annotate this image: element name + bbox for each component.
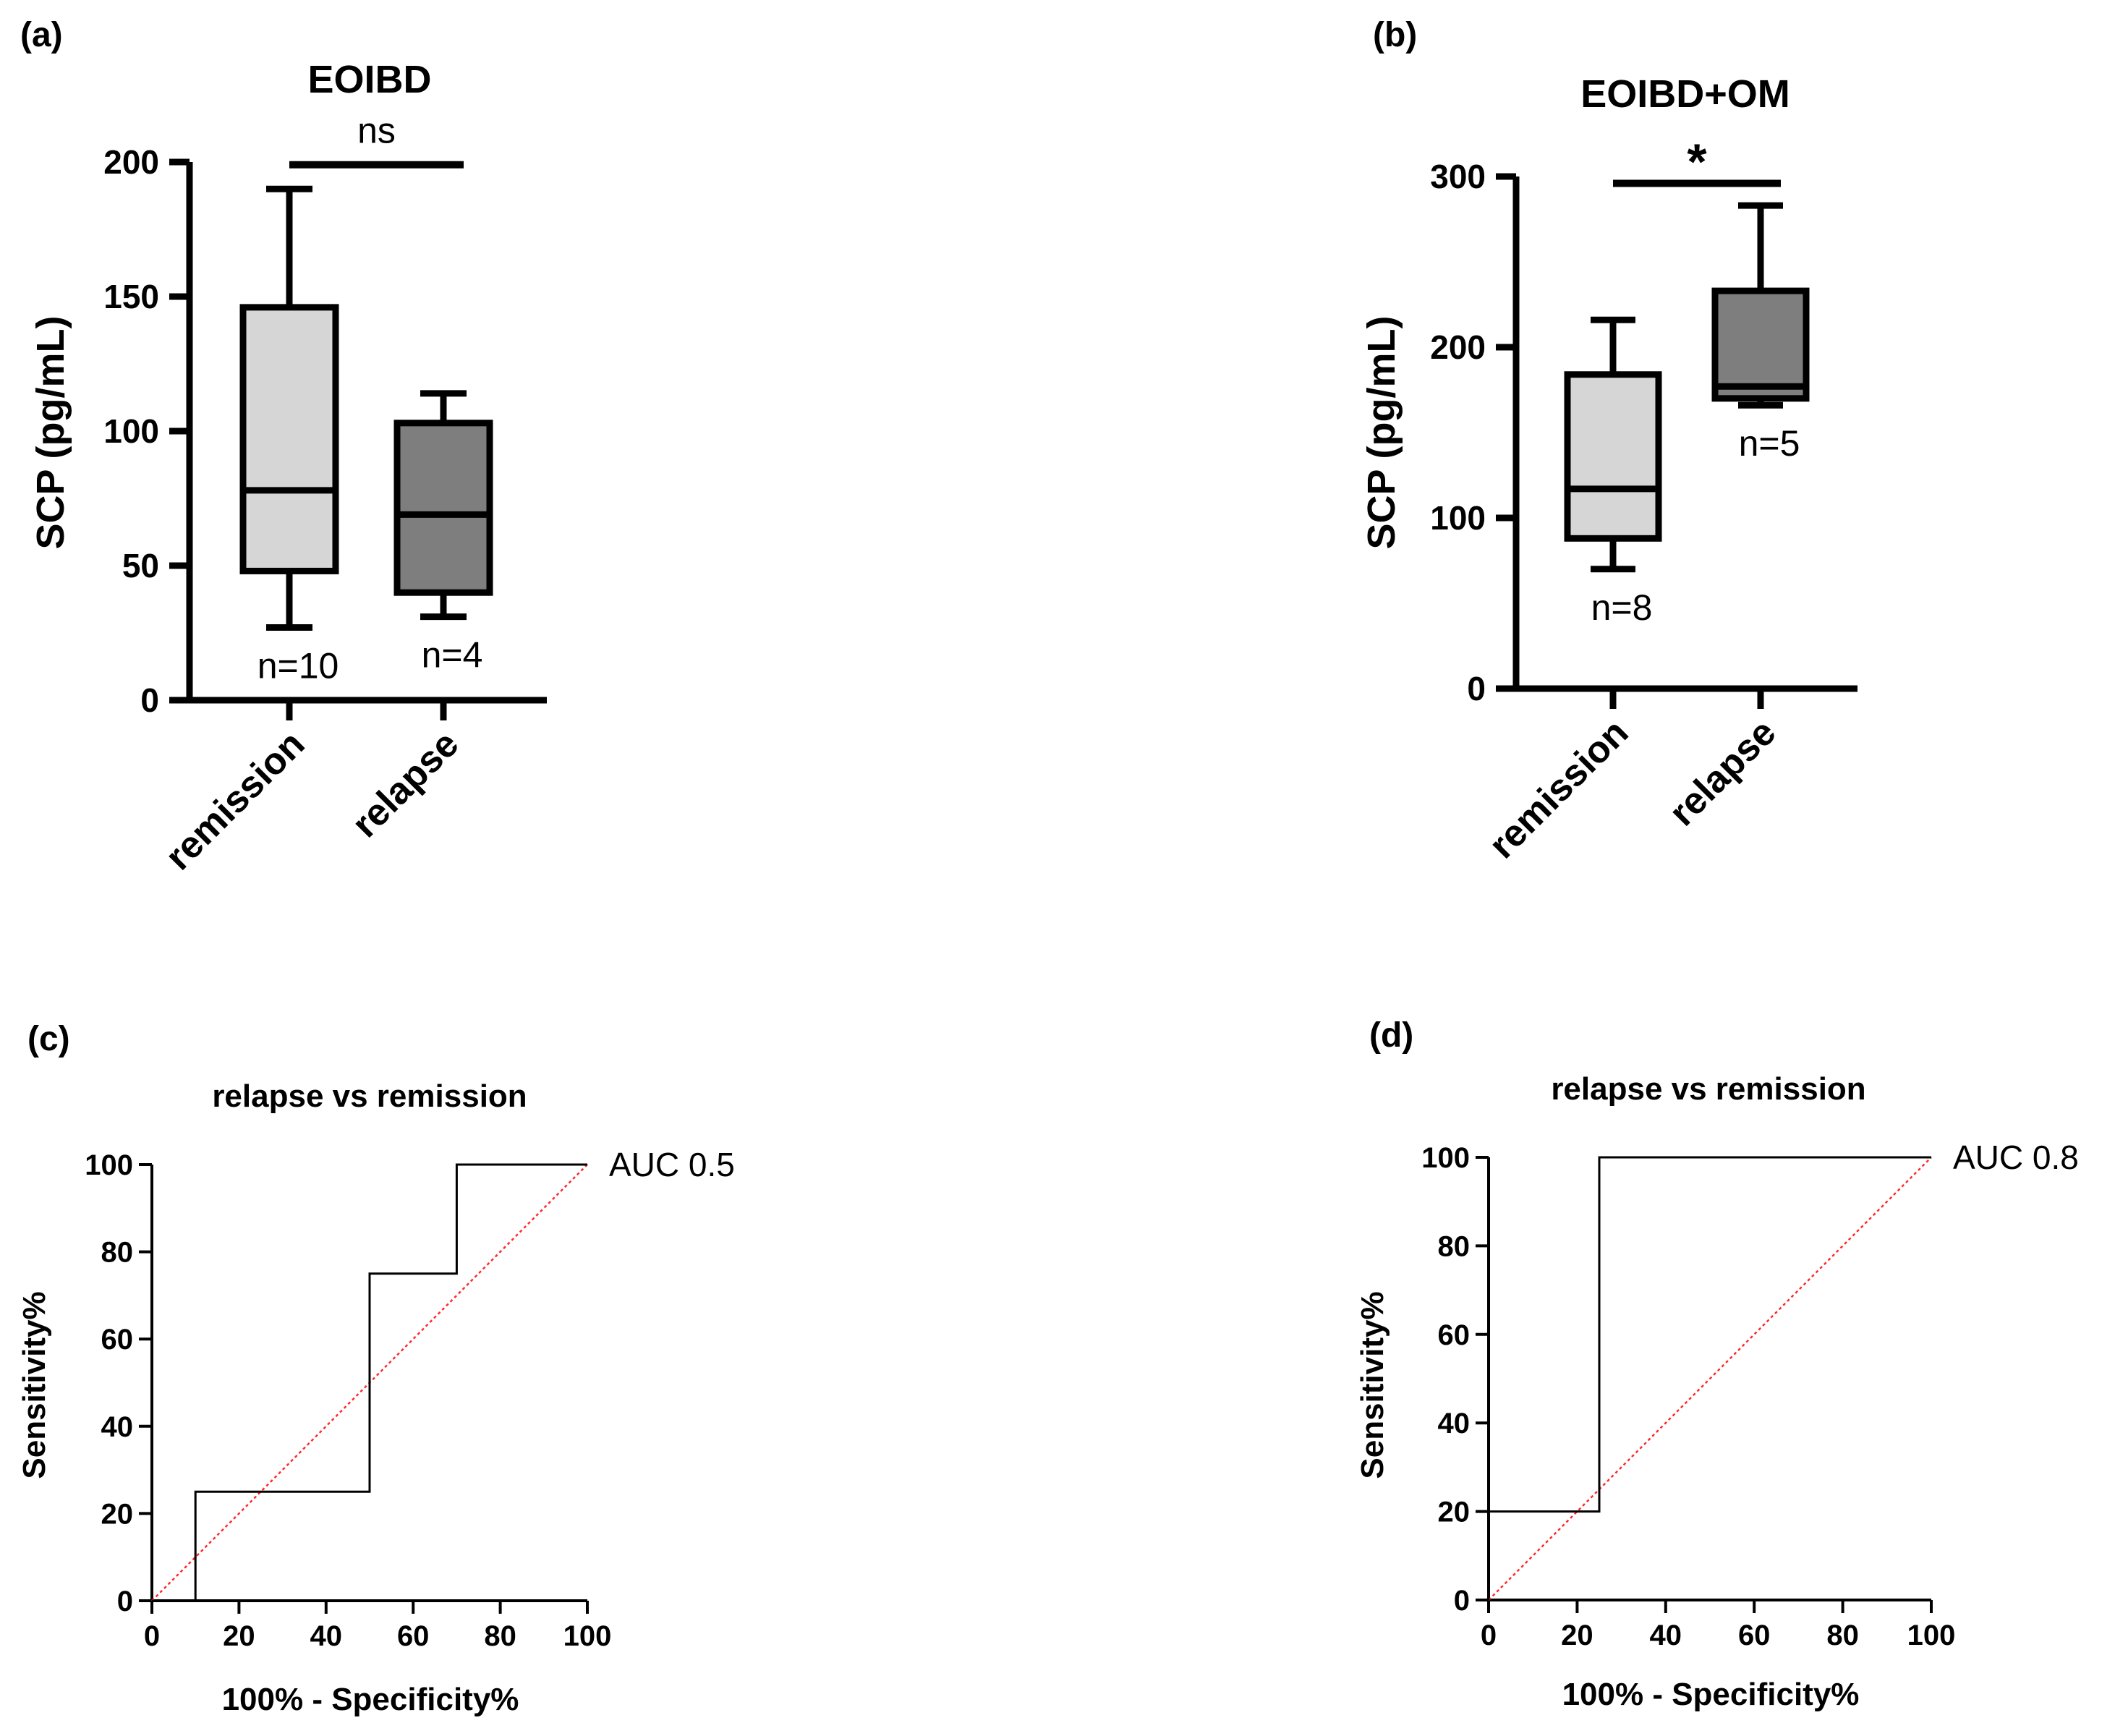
y-tick-label: 80 (1438, 1230, 1471, 1262)
panel-c-title: relapse vs remission (212, 1078, 527, 1114)
reference-diagonal-line (1488, 1157, 1932, 1601)
panel-d-ylabel: Sensitivity% (1355, 1291, 1390, 1478)
category-label: remission (1481, 711, 1637, 867)
x-tick-label: 0 (144, 1620, 160, 1652)
panel-b-ylabel: SCP (pg/mL) (1360, 316, 1403, 550)
x-tick-label: 0 (1481, 1620, 1497, 1651)
roc-curve (152, 1163, 587, 1602)
box (1564, 371, 1662, 542)
y-tick-label: 20 (1438, 1497, 1471, 1528)
y-tick-label: 50 (122, 547, 159, 584)
n-label: n=8 (1591, 587, 1653, 628)
y-tick-label: 300 (1430, 158, 1486, 195)
y-tick-label: 40 (101, 1411, 134, 1443)
panel-d-roc: (d) relapse vs remission Sensitivity% 10… (1355, 1016, 2079, 1712)
y-tick-label: 200 (103, 143, 159, 181)
n-label: n=4 (422, 635, 483, 676)
x-tick-label: 20 (223, 1620, 255, 1652)
panel-c-label: (c) (27, 1020, 70, 1058)
y-tick-label: 200 (1430, 328, 1486, 366)
x-tick-label: 100 (1907, 1620, 1956, 1651)
y-tick-label: 20 (101, 1498, 134, 1530)
significance-label: ns (357, 111, 396, 151)
box (393, 420, 493, 596)
y-tick-label: 40 (1438, 1408, 1471, 1439)
y-tick-label: 80 (101, 1237, 134, 1269)
panel-a-title: EOIBD (307, 58, 431, 101)
y-tick-label: 0 (117, 1586, 133, 1617)
panel-c-xlabel: 100% - Specificity% (222, 1682, 519, 1717)
panel-c-ylabel: Sensitivity% (17, 1291, 52, 1478)
y-tick-label: 100 (1430, 499, 1486, 537)
category-label: remission (158, 723, 313, 878)
panel-d-xlabel: 100% - Specificity% (1562, 1677, 1860, 1712)
panel-d-title: relapse vs remission (1551, 1071, 1865, 1107)
n-label: n=5 (1739, 423, 1800, 464)
y-tick-label: 100 (1421, 1142, 1470, 1174)
n-label: n=10 (258, 646, 339, 686)
y-tick-label: 60 (1438, 1319, 1471, 1351)
auc-annotation: AUC 0.8 (1953, 1139, 2079, 1176)
panel-a-ylabel: SCP (pg/mL) (29, 316, 72, 550)
x-tick-label: 60 (1738, 1620, 1771, 1651)
x-tick-label: 60 (397, 1620, 430, 1652)
roc-curve (1487, 1156, 1931, 1600)
panel-b-title: EOIBD+OM (1580, 72, 1790, 116)
panel-b-label: (b) (1373, 16, 1417, 54)
category-label: relapse (344, 723, 467, 846)
y-tick-label: 0 (1467, 670, 1486, 707)
x-tick-label: 40 (1650, 1620, 1682, 1651)
panel-a-label: (a) (20, 16, 63, 54)
x-tick-label: 80 (1826, 1620, 1859, 1651)
panel-c-roc: (c) relapse vs remission Sensitivity% 10… (17, 1020, 735, 1717)
y-tick-label: 0 (140, 681, 159, 719)
x-tick-label: 100 (563, 1620, 612, 1652)
y-tick-label: 150 (103, 278, 159, 315)
panel-d-label: (d) (1369, 1016, 1413, 1055)
y-tick-label: 100 (85, 1149, 133, 1181)
x-tick-label: 40 (310, 1620, 343, 1652)
category-label: relapse (1661, 711, 1784, 834)
panel-a-boxplot: (a) EOIBD SCP (pg/mL) 0 50 100 150 200 remiss… (20, 16, 547, 878)
box (239, 304, 339, 574)
y-tick-label: 0 (1454, 1585, 1470, 1617)
auc-annotation: AUC 0.5 (609, 1146, 735, 1183)
y-tick-label: 100 (103, 412, 159, 450)
box (1711, 287, 1810, 402)
y-tick-label: 60 (101, 1324, 134, 1356)
x-tick-label: 20 (1561, 1620, 1593, 1651)
significance-label: * (1687, 133, 1707, 190)
panel-b-boxplot: (b) EOIBD+OM SCP (pg/mL) 0 100 200 300 remis… (1360, 16, 1857, 867)
x-tick-label: 80 (484, 1620, 516, 1652)
